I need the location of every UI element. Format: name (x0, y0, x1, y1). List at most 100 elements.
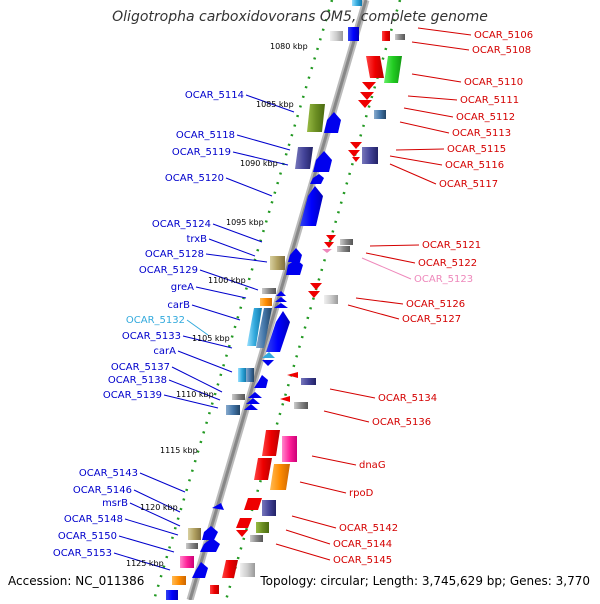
gene-label[interactable]: OCAR_5112 (456, 112, 515, 123)
label-connector (323, 410, 370, 423)
tick-label: 1090 kbp (240, 159, 278, 168)
label-connector (208, 238, 256, 257)
gene-feature (280, 396, 290, 402)
label-connector (275, 543, 331, 561)
gene-feature (294, 402, 308, 409)
label-connector (299, 481, 347, 494)
gene-label[interactable]: OCAR_5150 (58, 531, 117, 542)
gene-label[interactable]: OCAR_5126 (406, 299, 465, 310)
gene-feature (288, 248, 302, 262)
gene-feature (262, 360, 274, 366)
gene-label[interactable]: OCAR_5117 (439, 179, 498, 190)
gene-feature (310, 283, 322, 290)
label-connector (389, 155, 443, 166)
gene-label[interactable]: OCAR_5113 (452, 128, 511, 139)
gene-label[interactable]: msrB (102, 498, 128, 509)
gene-feature (236, 518, 252, 528)
gene-feature (307, 104, 325, 132)
label-connector (411, 41, 470, 51)
gene-label[interactable]: OCAR_5136 (372, 417, 431, 428)
gene-label[interactable]: OCAR_5153 (53, 548, 112, 559)
gene-label[interactable]: OCAR_5124 (152, 219, 211, 230)
gene-feature (202, 526, 218, 540)
gene-feature (240, 563, 255, 577)
gene-feature (262, 352, 275, 358)
gene-label[interactable]: OCAR_5122 (418, 258, 477, 269)
gene-feature (395, 34, 405, 40)
gene-feature (262, 500, 276, 516)
gene-label[interactable]: OCAR_5119 (172, 147, 231, 158)
gene-label[interactable]: OCAR_5111 (460, 95, 519, 106)
gene-label[interactable]: OCAR_5143 (79, 468, 138, 479)
label-connector (163, 394, 219, 409)
gene-feature (362, 82, 376, 90)
gene-label[interactable]: OCAR_5139 (103, 390, 162, 401)
gene-feature (310, 174, 324, 184)
gene-features (166, 0, 405, 600)
gene-label[interactable]: OCAR_5134 (378, 393, 437, 404)
genome-title: Oligotropha carboxidovorans OM5, complet… (112, 9, 488, 25)
gene-label[interactable]: OCAR_5137 (111, 362, 170, 373)
gene-label[interactable]: carA (153, 346, 176, 357)
gene-label[interactable]: trxB (186, 234, 207, 245)
gene-label[interactable]: greA (171, 282, 194, 293)
tick-labels: 1080 kbp 1085 kbp 1090 kbp 1095 kbp 1100 kbp… (126, 42, 308, 568)
gene-label[interactable]: OCAR_5145 (333, 555, 392, 566)
gene-label[interactable]: OCAR_5108 (472, 45, 531, 56)
gene-feature (308, 291, 320, 298)
gene-label[interactable]: OCAR_5123 (414, 274, 473, 285)
gene-feature (262, 430, 280, 456)
gene-label[interactable]: OCAR_5138 (108, 375, 167, 386)
label-connector (417, 27, 472, 36)
label-connector (395, 148, 445, 151)
gene-label[interactable]: OCAR_5133 (122, 331, 181, 342)
gene-label[interactable]: OCAR_5144 (333, 539, 392, 550)
gene-label[interactable]: OCAR_5116 (445, 160, 504, 171)
gene-feature (322, 249, 332, 253)
label-connector (403, 107, 454, 118)
label-connector (118, 535, 175, 553)
gene-label[interactable]: OCAR_5114 (185, 90, 244, 101)
tick-label: 1085 kbp (256, 100, 294, 109)
gene-feature (275, 297, 287, 302)
gene-feature (324, 295, 338, 304)
gene-feature (340, 239, 353, 245)
gene-feature (295, 147, 313, 169)
gene-label[interactable]: OCAR_5106 (474, 30, 533, 41)
label-connector (113, 552, 171, 571)
gene-label[interactable]: carB (167, 300, 190, 311)
gene-label[interactable]: OCAR_5121 (422, 240, 481, 251)
gene-label[interactable]: OCAR_5129 (139, 265, 198, 276)
gene-feature (200, 538, 220, 552)
gene-feature (166, 590, 178, 600)
gene-feature (210, 585, 219, 594)
gene-feature (246, 368, 254, 382)
gene-feature (250, 535, 263, 542)
gene-feature (270, 464, 290, 490)
gene-feature (324, 112, 341, 133)
gene-label[interactable]: OCAR_5142 (339, 523, 398, 534)
gene-label[interactable]: OCAR_5120 (165, 173, 224, 184)
gene-feature (248, 392, 262, 398)
gene-label[interactable]: OCAR_5146 (73, 485, 132, 496)
gene-label[interactable]: OCAR_5127 (402, 314, 461, 325)
gene-label[interactable]: dnaG (359, 460, 386, 471)
tick-label: 1100 kbp (208, 276, 246, 285)
gene-label[interactable]: OCAR_5115 (447, 144, 506, 155)
gene-feature (212, 503, 224, 510)
gene-label[interactable]: OCAR_5118 (176, 130, 235, 141)
topology-text: Topology: circular; Length: 3,745,629 bp… (260, 574, 590, 588)
gene-feature (366, 56, 384, 78)
gene-label[interactable]: rpoD (349, 488, 374, 499)
gene-label[interactable]: OCAR_5148 (64, 514, 123, 525)
gene-feature (256, 308, 272, 348)
gene-feature (260, 298, 272, 306)
label-connector (124, 518, 179, 536)
gene-label[interactable]: OCAR_5128 (145, 249, 204, 260)
label-connector (291, 515, 337, 529)
gene-label[interactable]: OCAR_5110 (464, 77, 523, 88)
gene-feature (226, 405, 240, 415)
gene-label[interactable]: OCAR_5132 (126, 315, 185, 326)
